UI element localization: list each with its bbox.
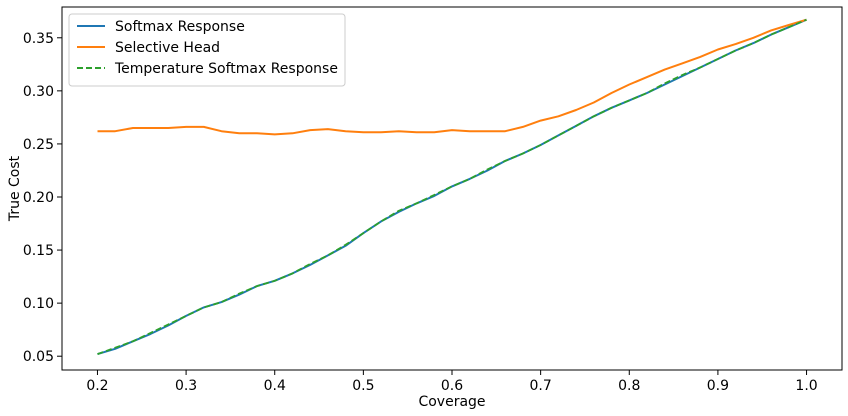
y-tick-label: 0.20 xyxy=(23,190,54,206)
legend: Softmax Response Selective Head Temperat… xyxy=(68,13,346,87)
legend-label-temperature-softmax-response: Temperature Softmax Response xyxy=(114,61,338,77)
x-tick-label: 0.5 xyxy=(352,378,374,394)
x-axis-ticks: 0.2 0.3 0.4 0.5 0.6 0.7 0.8 0.9 1.0 xyxy=(86,370,818,394)
x-tick-label: 0.6 xyxy=(441,378,463,394)
y-axis-ticks: 0.05 0.10 0.15 0.20 0.25 0.30 0.35 xyxy=(23,31,62,365)
y-tick-label: 0.05 xyxy=(23,349,54,365)
x-tick-label: 1.0 xyxy=(795,378,817,394)
x-axis-label: Coverage xyxy=(418,394,485,410)
y-tick-label: 0.25 xyxy=(23,137,54,153)
x-tick-label: 0.8 xyxy=(618,378,640,394)
x-tick-label: 0.7 xyxy=(530,378,552,394)
x-tick-label: 0.4 xyxy=(264,378,286,394)
legend-label-selective-head: Selective Head xyxy=(115,40,220,56)
y-tick-label: 0.15 xyxy=(23,243,54,259)
y-tick-label: 0.10 xyxy=(23,296,54,312)
y-axis-label: True Cost xyxy=(7,155,23,222)
x-tick-label: 0.2 xyxy=(86,378,108,394)
series-line-temperature-softmax-response xyxy=(97,18,807,355)
series-line-selective-head xyxy=(97,18,807,136)
y-tick-label: 0.35 xyxy=(23,31,54,47)
y-tick-label: 0.30 xyxy=(23,84,54,100)
legend-label-softmax-response: Softmax Response xyxy=(115,19,245,35)
legend-box xyxy=(68,13,346,87)
x-tick-label: 0.3 xyxy=(175,378,197,394)
x-tick-label: 0.9 xyxy=(707,378,729,394)
series-layer xyxy=(97,18,807,356)
